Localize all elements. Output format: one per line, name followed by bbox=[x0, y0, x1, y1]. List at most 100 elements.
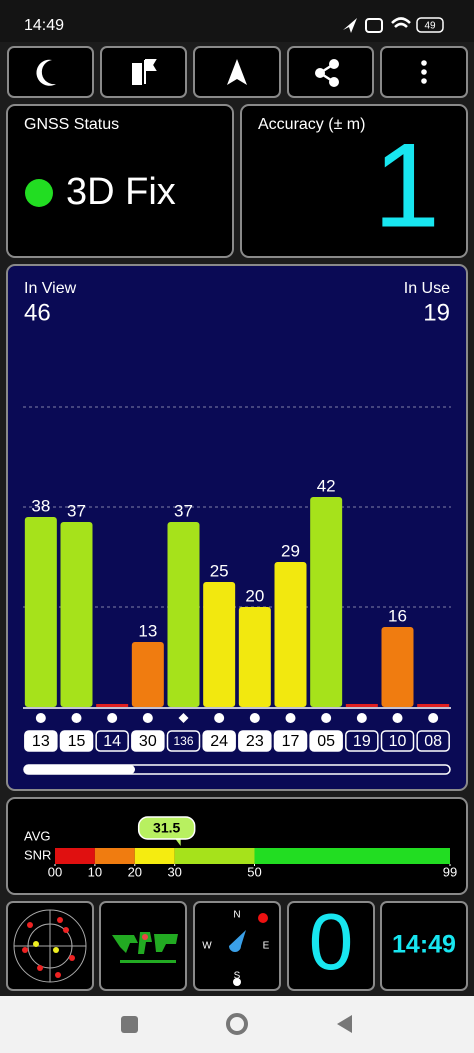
avg-label: AVG bbox=[24, 828, 51, 843]
snr-band bbox=[94, 848, 135, 864]
radar-dots bbox=[22, 917, 75, 978]
gnss-panel bbox=[6, 104, 234, 258]
recents-button[interactable] bbox=[121, 1016, 138, 1033]
menu-dot bbox=[421, 69, 427, 75]
toolbar bbox=[7, 46, 468, 98]
unused-badge bbox=[416, 730, 450, 752]
snr-band bbox=[174, 848, 255, 864]
home-button[interactable] bbox=[226, 1013, 248, 1035]
constellation-marker bbox=[356, 713, 367, 723]
map-position bbox=[142, 934, 148, 940]
night-mode-button[interactable] bbox=[7, 46, 94, 98]
constellation-marker bbox=[71, 713, 82, 723]
satellite-id: 24 bbox=[210, 733, 228, 750]
snr-label: SNR bbox=[24, 847, 51, 862]
unused-badge bbox=[380, 730, 415, 752]
radar-dot bbox=[63, 927, 69, 933]
snr-badge bbox=[137, 816, 196, 840]
snr-panel bbox=[6, 797, 468, 895]
clock-value: 14:49 bbox=[392, 931, 456, 959]
unused-badge bbox=[166, 730, 201, 752]
radar-dot bbox=[69, 955, 75, 961]
value-label: 20 bbox=[245, 586, 264, 605]
used-badge bbox=[131, 730, 165, 752]
value-label: 29 bbox=[281, 541, 300, 560]
value-label: 37 bbox=[67, 501, 86, 520]
bar bbox=[274, 562, 307, 707]
count-tile[interactable] bbox=[287, 901, 375, 991]
unused-badge bbox=[345, 730, 379, 752]
scroll-thumb bbox=[24, 765, 135, 774]
constellation-marker bbox=[214, 713, 225, 723]
gnss-title: GNSS Status bbox=[24, 116, 119, 133]
used-badge bbox=[273, 730, 308, 752]
satellite-id: 30 bbox=[139, 733, 157, 750]
radar-dot bbox=[37, 965, 43, 971]
poi-button[interactable] bbox=[100, 46, 187, 98]
menu-dot bbox=[421, 60, 427, 66]
share-dot bbox=[329, 59, 339, 69]
count-value: 0 bbox=[309, 897, 354, 986]
accuracy-title: Accuracy (± m) bbox=[258, 116, 365, 133]
compass-target bbox=[258, 913, 268, 923]
fix-status: 3D Fix bbox=[66, 171, 176, 213]
unused-badge bbox=[95, 730, 129, 752]
constellation-marker bbox=[35, 713, 46, 723]
snr-tick-label: 50 bbox=[247, 864, 261, 879]
in-use-count: 19 bbox=[423, 299, 450, 326]
snr-band bbox=[55, 848, 95, 864]
bar bbox=[381, 627, 414, 707]
world-map bbox=[112, 932, 178, 963]
back-button[interactable] bbox=[337, 1015, 352, 1033]
constellation-marker bbox=[249, 713, 260, 723]
constellation-marker bbox=[428, 713, 439, 723]
menu-dot bbox=[421, 78, 427, 84]
radar-dot bbox=[53, 947, 59, 953]
used-badge bbox=[202, 730, 236, 752]
in-view-label: In View bbox=[24, 280, 77, 297]
value-label: 16 bbox=[388, 606, 407, 625]
value-label: 37 bbox=[174, 501, 193, 520]
compass-south: S bbox=[234, 971, 241, 982]
radar-axes bbox=[14, 910, 86, 982]
snr-value: 31.5 bbox=[153, 820, 180, 836]
satellite-id: 19 bbox=[353, 733, 371, 750]
bar bbox=[60, 522, 93, 707]
nav-bar bbox=[0, 996, 474, 1053]
radar-dot bbox=[27, 922, 33, 928]
satellite-id: 136 bbox=[173, 734, 193, 748]
share-dot bbox=[315, 68, 325, 78]
bar bbox=[167, 522, 200, 707]
bar bbox=[24, 517, 57, 707]
status-bar bbox=[0, 0, 474, 42]
snr-tick-label: 30 bbox=[167, 864, 181, 879]
snr-band bbox=[134, 848, 175, 864]
used-badge bbox=[59, 730, 94, 752]
radar-dot bbox=[22, 947, 28, 953]
compass-needle bbox=[229, 930, 246, 952]
sim-icon bbox=[365, 18, 383, 33]
value-label: 38 bbox=[31, 496, 50, 515]
snr-scale: 00 10 20 30 50 99 31.5 bbox=[48, 816, 457, 879]
moon-icon bbox=[36, 59, 56, 86]
share-button[interactable] bbox=[287, 46, 374, 98]
radar-dot bbox=[33, 941, 39, 947]
value-label: 42 bbox=[317, 476, 336, 495]
bar bbox=[238, 607, 271, 707]
satellite-id: 23 bbox=[246, 733, 264, 750]
used-badge bbox=[24, 730, 58, 752]
constellation-marker bbox=[107, 713, 118, 723]
compass-west: W bbox=[202, 941, 212, 952]
wifi-icon bbox=[391, 17, 411, 28]
in-view-count: 46 bbox=[24, 299, 51, 326]
empty-bar bbox=[345, 704, 378, 707]
accuracy-panel bbox=[240, 104, 468, 258]
snr-tick-label: 99 bbox=[443, 864, 457, 879]
poi-icon bbox=[132, 59, 157, 85]
tiles: N E S W 0 14:49 bbox=[6, 897, 468, 991]
radar-dot bbox=[57, 917, 63, 923]
bar bbox=[131, 642, 164, 707]
constellation-marker bbox=[285, 713, 296, 723]
clock-tile[interactable] bbox=[380, 901, 468, 991]
